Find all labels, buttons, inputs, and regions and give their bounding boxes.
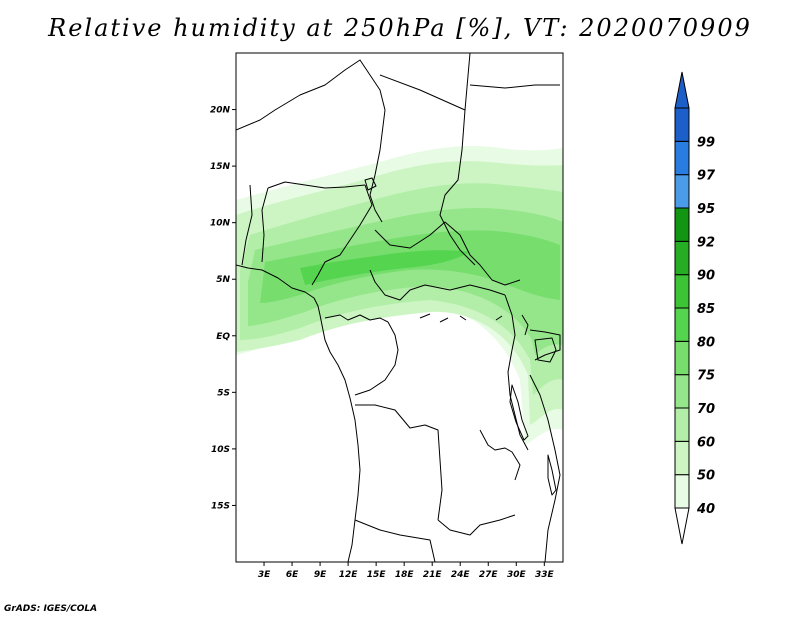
lake-malawi xyxy=(547,454,557,496)
grads-credit: GrADS: IGES/COLA xyxy=(4,604,98,614)
lat-tick-label: EQ xyxy=(216,332,230,342)
longitude-ticks: 3E 6E 9E 12E 15E 18E 21E 24E 27E 30E 33E xyxy=(258,562,555,580)
lat-tick-label: 10N xyxy=(210,219,231,229)
colorbar-label: 70 xyxy=(697,402,715,417)
colorbar-high-extension xyxy=(674,71,690,109)
border-car-south xyxy=(369,269,506,301)
colorbar-label: 99 xyxy=(697,135,715,150)
colorbar-low-extension xyxy=(674,507,690,545)
colorbar-swatch xyxy=(674,240,690,276)
colorbar: 40 50 60 70 75 80 85 90 92 95 97 99 xyxy=(674,71,716,545)
border-chad-sudan xyxy=(439,109,476,266)
border-drc-angola xyxy=(355,404,443,521)
colorbar-label: 92 xyxy=(697,235,715,250)
colorbar-swatch xyxy=(674,307,690,342)
lon-tick-label: 18E xyxy=(395,570,415,580)
colorbar-swatch xyxy=(674,374,690,409)
border-benin-togo xyxy=(261,187,269,263)
colorbar-label: 50 xyxy=(697,469,715,484)
lon-tick-label: 33E xyxy=(535,570,555,580)
border-sudan-east xyxy=(469,84,560,89)
border-cameroon-car xyxy=(374,221,521,286)
colorbar-label: 40 xyxy=(696,502,715,517)
border-uganda-kenya xyxy=(529,329,561,361)
lat-tick-label: 20N xyxy=(210,106,231,116)
lon-tick-label: 3E xyxy=(258,570,271,580)
lat-tick-label: 15N xyxy=(210,162,231,172)
colorbar-swatch xyxy=(674,340,690,376)
border-congo-drc xyxy=(354,321,399,396)
colorbar-swatch xyxy=(674,207,690,242)
colorbar-label: 90 xyxy=(697,269,715,284)
lake-albert xyxy=(521,314,529,336)
lon-tick-label: 30E xyxy=(507,570,527,580)
border-nigeria-north xyxy=(267,181,366,189)
colorbar-swatch xyxy=(674,407,690,442)
coastline-west-africa xyxy=(236,264,361,562)
colorbar-label: 85 xyxy=(697,302,715,317)
colorbar-swatch xyxy=(674,474,690,509)
colorbar-label: 95 xyxy=(697,202,715,217)
lake-chad xyxy=(364,177,377,191)
lon-tick-label: 24E xyxy=(451,570,471,580)
humidity-band-80 xyxy=(300,250,470,285)
colorbar-swatch xyxy=(674,140,690,176)
lon-tick-label: 27E xyxy=(479,570,499,580)
lon-tick-label: 21E xyxy=(423,570,443,580)
colorbar-swatch xyxy=(674,174,690,209)
lon-tick-label: 6E xyxy=(286,570,299,580)
colorbar-label: 60 xyxy=(697,435,715,450)
colorbar-swatch xyxy=(674,440,690,476)
colorbar-label: 97 xyxy=(697,169,716,184)
humidity-shading xyxy=(236,145,563,445)
colorbar-swatch xyxy=(674,274,690,309)
lon-tick-label: 12E xyxy=(339,570,359,580)
lon-tick-label: 15E xyxy=(367,570,387,580)
lat-tick-label: 5N xyxy=(216,275,230,285)
map-frame xyxy=(235,52,564,563)
lat-tick-label: 5S xyxy=(217,388,230,398)
lon-tick-label: 9E xyxy=(314,570,327,580)
lat-tick-label: 15S xyxy=(211,501,230,511)
country-borders xyxy=(236,53,561,562)
latitude-ticks: 20N 15N 10N 5N EQ 5S 10S 15S xyxy=(210,106,236,511)
border-niger-chad xyxy=(369,109,386,223)
border-angola-zambia xyxy=(437,514,516,536)
map-title: Relative humidity at 250hPa [%], VT: 202… xyxy=(48,14,752,42)
colorbar-swatch xyxy=(674,107,690,142)
border-zambia-drc xyxy=(479,429,521,481)
border-namibia xyxy=(354,519,436,562)
lake-victoria xyxy=(534,337,557,363)
river-segments xyxy=(419,313,503,323)
lake-tanganyika xyxy=(509,384,529,441)
lat-tick-label: 10S xyxy=(211,445,230,455)
border-chad-libya xyxy=(379,53,471,111)
border-ghana xyxy=(241,184,253,266)
colorbar-label: 80 xyxy=(697,335,715,350)
border-tanzania xyxy=(529,374,561,562)
border-nigeria-cameroon xyxy=(311,184,373,286)
colorbar-label: 75 xyxy=(697,369,715,384)
border-gabon-congo xyxy=(324,314,389,323)
border-sahara-north xyxy=(236,59,386,131)
